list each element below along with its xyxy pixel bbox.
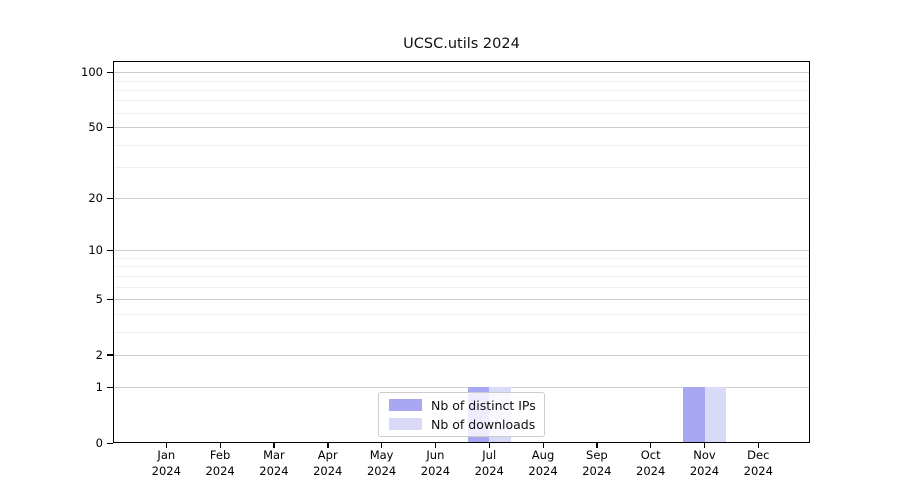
minor-gridline bbox=[113, 112, 810, 114]
x-tick-label: Mar 2024 bbox=[259, 448, 289, 478]
x-tick-mark bbox=[381, 443, 383, 448]
legend: Nb of distinct IPs Nb of downloads bbox=[378, 392, 545, 437]
major-gridline bbox=[113, 72, 810, 74]
legend-swatch-distinct-ips bbox=[389, 399, 422, 411]
bar-distinct-ips-nov-2024 bbox=[683, 387, 705, 443]
minor-gridline bbox=[113, 286, 810, 288]
major-gridline bbox=[113, 354, 810, 356]
y-tick-label: 10 bbox=[88, 243, 103, 258]
minor-gridline bbox=[113, 100, 810, 102]
y-tick-label: 50 bbox=[88, 120, 103, 135]
minor-gridline bbox=[113, 266, 810, 268]
plot-frame bbox=[113, 61, 810, 443]
x-tick-label: Feb 2024 bbox=[205, 448, 235, 478]
x-tick-mark bbox=[327, 443, 329, 448]
minor-gridline bbox=[113, 275, 810, 277]
minor-gridline bbox=[113, 167, 810, 169]
x-tick-label: Aug 2024 bbox=[528, 448, 558, 478]
x-tick-label: Jun 2024 bbox=[420, 448, 451, 478]
x-tick-label: Sep 2024 bbox=[582, 448, 612, 478]
y-tick-label: 100 bbox=[81, 65, 103, 80]
x-tick-label: Jan 2024 bbox=[151, 448, 181, 478]
legend-item-distinct-ips: Nb of distinct IPs bbox=[389, 398, 544, 413]
plot-area bbox=[113, 61, 810, 443]
major-gridline bbox=[113, 127, 810, 129]
x-tick-label: Apr 2024 bbox=[313, 448, 343, 478]
x-tick-label: Dec 2024 bbox=[743, 448, 773, 478]
x-tick-label: Nov 2024 bbox=[689, 448, 720, 478]
minor-gridline bbox=[113, 80, 810, 82]
major-gridline bbox=[113, 198, 810, 200]
legend-swatch-downloads bbox=[389, 418, 422, 430]
x-tick-mark bbox=[757, 443, 760, 448]
minor-gridline bbox=[113, 313, 810, 315]
legend-label-downloads: Nb of downloads bbox=[431, 416, 536, 432]
y-tick-mark bbox=[107, 197, 113, 200]
x-tick-mark bbox=[165, 443, 168, 448]
minor-gridline bbox=[113, 144, 810, 146]
y-tick-label: 0 bbox=[95, 436, 103, 450]
legend-label-distinct-ips: Nb of distinct IPs bbox=[431, 397, 536, 413]
bar-downloads-nov-2024 bbox=[704, 387, 726, 443]
y-tick-mark bbox=[107, 442, 113, 444]
major-gridline bbox=[113, 387, 810, 389]
y-tick-mark bbox=[107, 386, 113, 389]
x-tick-label: May 2024 bbox=[366, 448, 397, 478]
y-tick-label: 1 bbox=[95, 380, 103, 395]
minor-gridline bbox=[113, 257, 810, 259]
minor-gridline bbox=[113, 331, 810, 333]
y-tick-label: 2 bbox=[95, 347, 103, 362]
x-tick-mark bbox=[219, 443, 221, 448]
x-tick-mark bbox=[434, 443, 437, 448]
y-tick-mark bbox=[107, 298, 113, 300]
x-tick-label: Oct 2024 bbox=[636, 448, 666, 478]
major-gridline bbox=[113, 250, 810, 252]
x-tick-mark bbox=[273, 443, 275, 448]
y-tick-label: 5 bbox=[95, 292, 103, 306]
y-tick-mark bbox=[107, 249, 113, 252]
x-tick-label: Jul 2024 bbox=[474, 448, 504, 478]
chart-title: UCSC.utils 2024 bbox=[403, 36, 520, 52]
x-tick-mark bbox=[488, 443, 491, 448]
minor-gridline bbox=[113, 89, 810, 91]
major-gridline bbox=[113, 299, 810, 300]
legend-item-downloads: Nb of downloads bbox=[389, 417, 544, 432]
x-tick-mark bbox=[650, 443, 652, 448]
y-tick-mark bbox=[107, 126, 113, 128]
y-tick-mark bbox=[107, 71, 113, 73]
y-tick-mark bbox=[107, 354, 113, 356]
x-tick-mark bbox=[542, 443, 544, 448]
x-tick-mark bbox=[596, 443, 598, 448]
y-tick-label: 20 bbox=[88, 191, 103, 206]
x-tick-mark bbox=[704, 443, 706, 448]
